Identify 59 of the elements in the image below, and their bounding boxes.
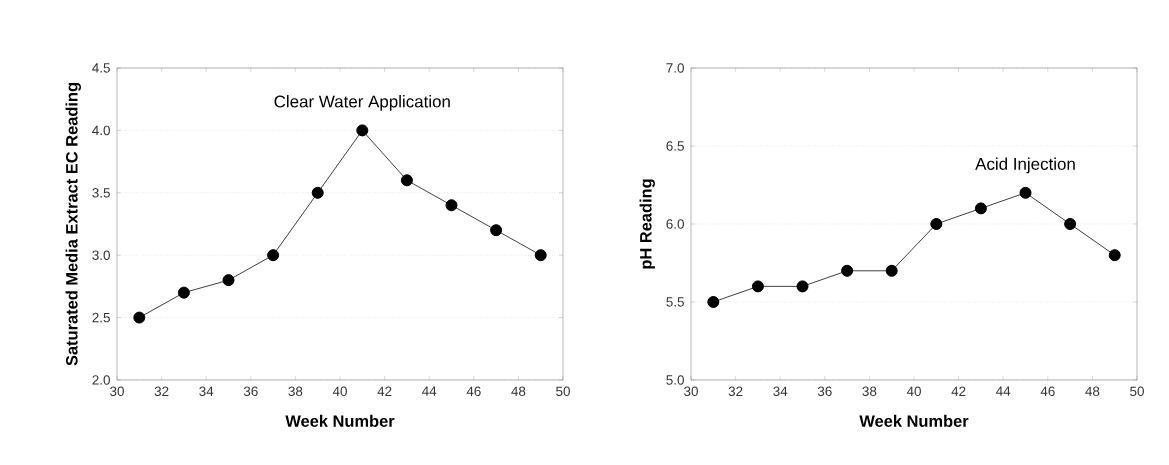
x-tick-label: 46 [1040,386,1055,397]
x-axis-title: Week Number [285,414,395,427]
point [930,217,943,230]
point [974,202,987,215]
point [400,174,413,187]
y-axis-title: Saturated Media Extract EC Reading [65,83,81,366]
point [796,280,809,293]
x-tick-label: 30 [110,386,124,397]
y-tick-label: 4.5 [92,63,110,73]
x-tick-label: 32 [728,386,743,397]
x-tick-label: 42 [377,386,392,396]
x-tick-label: 36 [243,386,258,397]
point [751,280,764,293]
x-tick-label: 34 [773,386,788,397]
point [534,249,547,262]
x-tick-label: 30 [684,386,698,397]
x-tick-label: 32 [154,386,169,397]
x-tick-label: 50 [1130,386,1144,397]
x-axis-title: Week Number [859,414,969,427]
point [445,199,458,212]
x-tick-label: 50 [556,386,570,397]
point [885,264,898,277]
point [1019,186,1032,199]
x-tick-label: 38 [862,386,877,397]
x-tick-label: 36 [817,386,832,397]
point [707,295,720,308]
y-tick-label: 7.0 [666,63,684,73]
y-axis-title: pH Reading [639,179,655,269]
x-tick-label: 42 [951,386,966,396]
y-tick-label: 3.5 [92,188,110,198]
annotation: Acid Injection [975,157,1075,174]
x-tick-label: 44 [422,386,437,396]
y-tick-label: 2.0 [92,375,110,385]
x-tick-label: 48 [511,386,526,397]
y-tick-label: 4.0 [92,125,110,136]
point [841,264,854,277]
point [267,249,280,262]
y-tick-label: 6.5 [666,141,684,151]
point [311,186,324,199]
point [356,124,369,137]
x-tick-label: 40 [332,386,347,397]
point [133,311,146,324]
x-tick-label: 34 [199,386,214,397]
x-tick-label: 40 [906,386,921,397]
x-tick-label: 46 [466,386,481,397]
point [1108,249,1121,262]
point [1064,217,1077,230]
y-tick-label: 3.0 [92,250,110,260]
y-tick-label: 2.5 [92,312,110,323]
annotation: Clear Water Application [274,95,450,111]
x-tick-label: 38 [288,386,303,397]
y-tick-label: 5.5 [666,297,684,307]
point [490,224,503,237]
x-tick-label: 48 [1085,386,1100,397]
point [222,274,235,287]
x-tick-label: 44 [996,386,1011,396]
y-tick-label: 5.0 [666,375,684,385]
y-tick-label: 6.0 [666,219,684,229]
point [177,286,190,299]
